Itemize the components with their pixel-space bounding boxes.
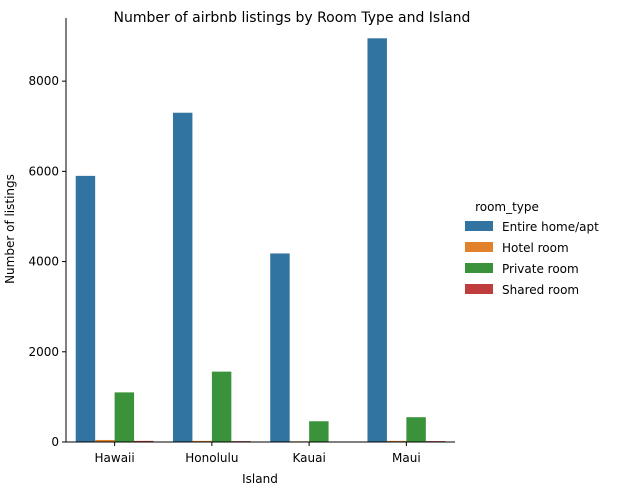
bar-hawaii-hotel-room bbox=[95, 439, 115, 442]
legend-label: Hotel room bbox=[502, 241, 569, 255]
x-tick-label: Kauai bbox=[292, 451, 325, 465]
bar-kauai-private-room bbox=[309, 421, 329, 442]
bar-hawaii-shared-room bbox=[134, 440, 154, 442]
bar-hawaii-private-room bbox=[114, 392, 135, 442]
legend-label: Entire home/apt bbox=[502, 220, 599, 234]
legend: room_type Entire home/apt Hotel room Priva… bbox=[465, 200, 599, 297]
legend-swatch bbox=[465, 263, 493, 273]
bars bbox=[75, 38, 446, 443]
legend-swatch bbox=[465, 242, 493, 252]
x-tick-label: Honolulu bbox=[185, 451, 238, 465]
y-axis-label: Number of listings bbox=[3, 174, 17, 284]
legend-label: Private room bbox=[502, 262, 579, 276]
y-tick-label: 6000 bbox=[28, 164, 59, 178]
x-tick-label: Maui bbox=[392, 451, 421, 465]
x-axis-label: Island bbox=[242, 472, 278, 486]
bar-maui-hotel-room bbox=[386, 440, 407, 442]
bar-honolulu-entire-home-apt bbox=[172, 112, 193, 442]
bar-kauai-entire-home-apt bbox=[270, 253, 290, 442]
bar-honolulu-hotel-room bbox=[192, 440, 212, 442]
legend-swatch bbox=[465, 284, 493, 294]
y-tick-label: 8000 bbox=[28, 74, 59, 88]
x-ticks: Hawaii Honolulu Kauai Maui bbox=[95, 442, 421, 465]
legend-label: Shared room bbox=[502, 283, 579, 297]
y-tick-label: 2000 bbox=[28, 345, 59, 359]
y-tick-label: 4000 bbox=[28, 255, 59, 269]
bar-hawaii-entire-home-apt bbox=[75, 175, 96, 442]
bar-maui-private-room bbox=[406, 417, 426, 442]
bar-maui-entire-home-apt bbox=[367, 38, 387, 443]
y-tick-label: 0 bbox=[51, 435, 59, 449]
bar-honolulu-private-room bbox=[211, 371, 232, 442]
legend-swatch bbox=[465, 221, 493, 231]
x-tick-label: Hawaii bbox=[95, 451, 135, 465]
y-ticks: 0 2000 4000 6000 8000 bbox=[28, 74, 66, 449]
chart-title: Number of airbnb listings by Room Type a… bbox=[114, 10, 471, 26]
legend-title: room_type bbox=[475, 200, 539, 214]
